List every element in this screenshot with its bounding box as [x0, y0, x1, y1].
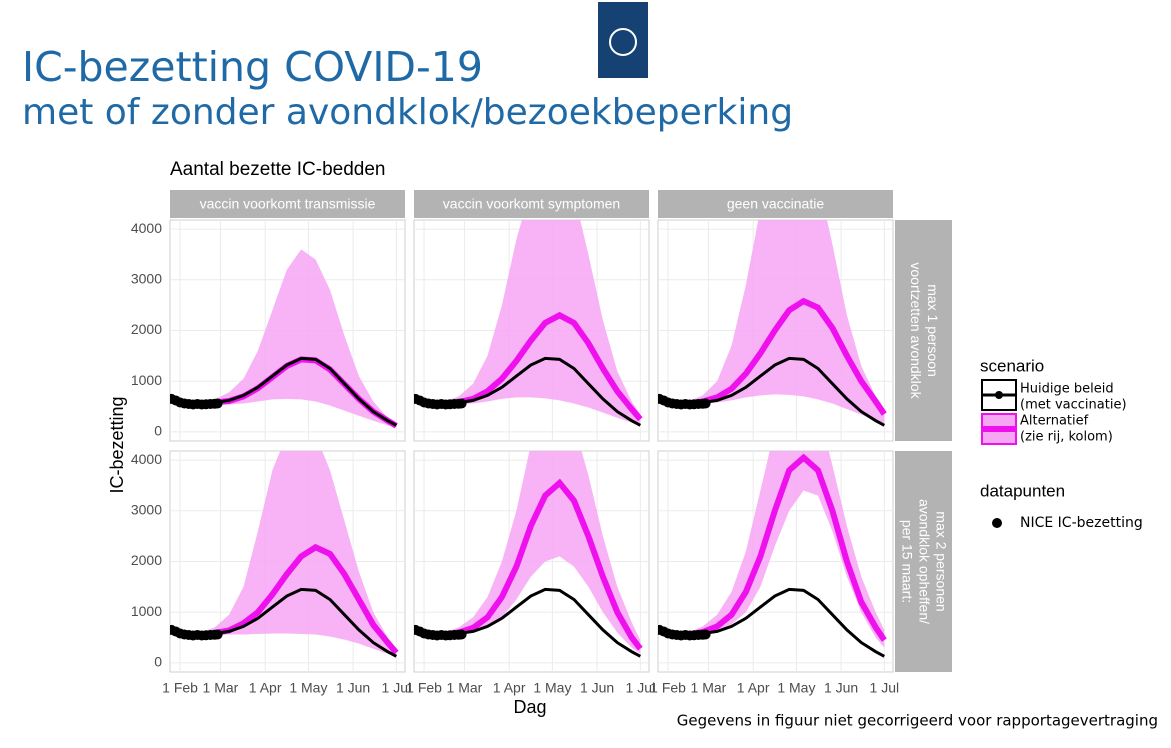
legend-label: (zie rij, kolom): [1020, 430, 1113, 445]
panel-plot: [170, 451, 399, 658]
data-point: [456, 398, 467, 409]
x-tick-label: 1 Jun: [580, 680, 614, 696]
chart-title: Aantal bezette IC-bedden: [170, 159, 386, 180]
x-tick-label: 1 May: [777, 680, 815, 696]
x-tick-label: 1 Feb: [406, 680, 442, 696]
facet-label: vaccin voorkomt transmissie: [200, 196, 376, 212]
current-line: [200, 356, 398, 427]
y-tick-label: 4000: [131, 220, 162, 236]
y-tick-label: 0: [154, 423, 162, 439]
current-line: [444, 587, 642, 658]
y-tick-label: 1000: [131, 603, 162, 619]
data-point: [700, 629, 711, 640]
footnote: Gegevens in figuur niet gecorrigeerd voo…: [677, 712, 1158, 730]
data-point: [700, 398, 711, 409]
x-tick-label: 1 Jul: [626, 680, 656, 696]
legend-label: Alternatief: [1020, 414, 1089, 429]
current-line: [688, 587, 886, 658]
uncertainty-band: [688, 451, 885, 648]
x-tick-label: 1 Jul: [870, 680, 900, 696]
alternative-line: [199, 543, 399, 655]
panel-plot: [170, 249, 398, 429]
facet-label: voortzetten avondklok: [908, 262, 924, 399]
uncertainty-band: [444, 451, 641, 654]
legend-title: scenario: [980, 356, 1044, 375]
data-point: [212, 398, 223, 409]
legend-label: Huidige beleid: [1020, 382, 1114, 397]
y-tick-label: 3000: [131, 502, 162, 518]
y-tick-label: 2000: [131, 552, 162, 568]
uncertainty-band: [200, 451, 397, 657]
panel-plot: [414, 220, 643, 427]
y-tick-label: 0: [154, 654, 162, 670]
alternative-line: [443, 478, 643, 651]
x-tick-label: 1 Mar: [447, 680, 483, 696]
current-line: [444, 356, 642, 427]
facet-label: avondklok opheffen/: [916, 499, 932, 624]
facet-label: geen vaccinatie: [727, 196, 825, 212]
current-line: [200, 587, 398, 658]
x-tick-label: 1 May: [533, 680, 571, 696]
x-tick-label: 1 Mar: [691, 680, 727, 696]
current-line: [688, 356, 886, 427]
y-tick-label: 4000: [131, 451, 162, 467]
x-tick-label: 1 Apr: [737, 680, 770, 696]
alternative-line: [443, 311, 643, 422]
panel-plot: [658, 451, 887, 658]
legend-label: (met vaccinatie): [1020, 398, 1127, 413]
facet-strip: [895, 451, 952, 672]
facet-label: vaccin voorkomt symptomen: [443, 196, 620, 212]
y-tick-label: 3000: [131, 271, 162, 287]
x-tick-label: 1 Mar: [203, 680, 239, 696]
facet-label: max 1 persoon: [925, 284, 941, 377]
uncertainty-band: [688, 220, 885, 424]
uncertainty-band: [200, 249, 397, 428]
facet-label: per 15 maart:: [899, 520, 915, 603]
panel-plot: [658, 220, 887, 427]
legend-point: [992, 518, 1002, 528]
legend-label: NICE IC-bezetting: [1020, 515, 1143, 531]
y-tick-label: 1000: [131, 372, 162, 388]
x-tick-label: 1 Jun: [824, 680, 858, 696]
logo: [598, 2, 648, 78]
x-tick-label: 1 Apr: [493, 680, 526, 696]
x-tick-label: 1 May: [289, 680, 327, 696]
alternative-line: [687, 453, 887, 642]
y-axis-label: IC-bezetting: [107, 396, 127, 493]
slide-title: IC-bezetting COVID-19: [22, 43, 483, 91]
x-tick-label: 1 Feb: [650, 680, 686, 696]
legend-title: datapunten: [980, 481, 1065, 500]
x-axis-label: Dag: [513, 697, 546, 717]
alternative-line: [687, 297, 887, 416]
x-tick-label: 1 Jul: [382, 680, 412, 696]
x-tick-label: 1 Feb: [162, 680, 198, 696]
data-point: [456, 629, 467, 640]
x-tick-label: 1 Jun: [336, 680, 370, 696]
slide-subtitle: met of zonder avondklok/bezoekbeperking: [22, 92, 793, 133]
y-tick-label: 2000: [131, 321, 162, 337]
facet-label: max 2 personen: [933, 511, 949, 611]
data-point: [212, 629, 223, 640]
x-tick-label: 1 Apr: [249, 680, 282, 696]
facet-strip: [414, 190, 649, 218]
facet-strip: [658, 190, 893, 218]
logo-emblem: [609, 28, 637, 56]
panel-plot: [414, 451, 643, 658]
facet-strip: [895, 220, 952, 441]
legend-point: [995, 391, 1003, 399]
facet-strip: [170, 190, 405, 218]
